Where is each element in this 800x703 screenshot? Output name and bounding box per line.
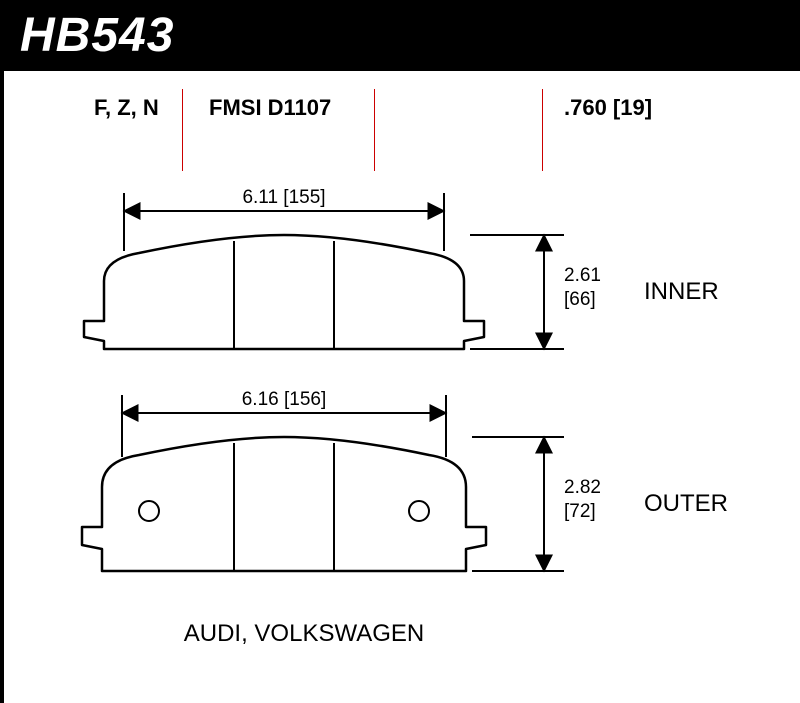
inner-pad-shape: [84, 235, 484, 349]
red-divider-1: [182, 89, 183, 171]
fmsi-label: FMSI D1107: [209, 95, 331, 121]
outer-height-in: 2.82: [564, 477, 601, 498]
red-divider-3: [542, 89, 543, 171]
content-area: F, Z, N FMSI D1107 .760 [19] 6.11 [155]: [0, 71, 800, 703]
part-number: HB543: [20, 8, 780, 63]
compounds-label: F, Z, N: [94, 95, 159, 121]
thickness-label: .760 [19]: [564, 95, 652, 121]
vehicle-label: AUDI, VOLKSWAGEN: [184, 620, 425, 647]
inner-label: INNER: [644, 278, 719, 305]
inner-width-dim: 6.11 [155]: [242, 187, 325, 208]
diagram-svg: 6.11 [155] 2.61 [66] INNER 6.16 [156]: [4, 171, 800, 691]
inner-height-mm: [66]: [564, 289, 596, 310]
header-bar: HB543: [0, 0, 800, 71]
diagram-area: 6.11 [155] 2.61 [66] INNER 6.16 [156]: [4, 171, 800, 671]
outer-height-mm: [72]: [564, 501, 596, 522]
inner-height-in: 2.61: [564, 265, 601, 286]
red-divider-2: [374, 89, 375, 171]
outer-hole-left: [139, 501, 159, 521]
outer-label: OUTER: [644, 490, 728, 517]
outer-width-dim: 6.16 [156]: [242, 389, 327, 410]
outer-hole-right: [409, 501, 429, 521]
